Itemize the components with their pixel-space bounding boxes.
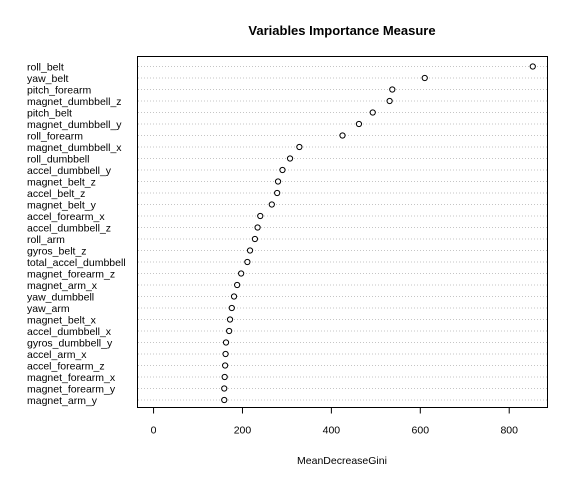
data-point: [386, 97, 393, 105]
plot-frame: [137, 56, 548, 408]
row-label: total_accel_dumbbell: [27, 257, 126, 269]
data-point: [279, 166, 286, 174]
row-label: magnet_forearm_z: [27, 269, 115, 281]
row-label: accel_forearm_x: [27, 211, 105, 223]
row-label: accel_dumbbell_z: [27, 223, 111, 235]
x-tick-label: 600: [412, 425, 430, 437]
row-labels: roll_beltyaw_beltpitch_forearmmagnet_dum…: [27, 62, 126, 408]
data-point: [421, 74, 428, 82]
data-point: [355, 120, 363, 128]
row-label: magnet_belt_z: [27, 177, 96, 189]
data-point: [369, 109, 376, 116]
row-label: magnet_arm_x: [27, 280, 98, 292]
chart-title: Variables Importance Measure: [248, 23, 435, 38]
data-point: [268, 201, 275, 208]
data-point: [238, 270, 245, 277]
row-label: gyros_dumbbell_y: [27, 338, 113, 350]
data-point: [226, 316, 234, 323]
data-point: [251, 235, 259, 243]
data-point: [254, 224, 261, 231]
data-point: [221, 396, 228, 404]
data-point: [274, 178, 282, 185]
grid-lines: [138, 66, 547, 401]
x-tick-label: 0: [151, 425, 157, 437]
data-point: [274, 189, 281, 197]
data-point: [286, 155, 294, 162]
data-point: [222, 362, 229, 369]
x-axis: 0 200 400 600 800: [151, 407, 518, 437]
row-label: magnet_arm_y: [27, 395, 98, 407]
row-label: roll_belt: [27, 62, 64, 74]
x-tick-label: 200: [234, 425, 252, 437]
row-label: magnet_belt_x: [27, 315, 97, 327]
row-label: accel_dumbbell_y: [27, 165, 112, 177]
row-label: magnet_dumbbell_x: [27, 142, 122, 154]
data-points: [221, 63, 536, 404]
x-axis-label: MeanDecreaseGini: [297, 455, 387, 467]
row-label: roll_forearm: [27, 131, 83, 143]
data-point: [228, 304, 235, 312]
row-label: roll_arm: [27, 234, 65, 246]
data-point: [529, 63, 536, 70]
row-label: accel_arm_x: [27, 349, 87, 361]
data-point: [226, 327, 233, 335]
row-label: gyros_belt_z: [27, 246, 87, 258]
row-label: magnet_dumbbell_z: [27, 96, 122, 108]
x-tick-label: 800: [500, 425, 518, 437]
row-label: yaw_dumbbell: [27, 292, 94, 304]
row-label: roll_dumbbell: [27, 154, 89, 166]
data-point: [257, 212, 264, 220]
data-point: [339, 132, 346, 139]
data-point: [230, 293, 238, 300]
row-label: yaw_belt: [27, 73, 69, 85]
row-label: magnet_forearm_y: [27, 384, 116, 396]
data-point: [389, 86, 396, 93]
row-label: magnet_belt_y: [27, 200, 97, 212]
data-point: [222, 339, 230, 346]
data-point: [244, 258, 251, 266]
data-point: [296, 143, 303, 151]
row-label: magnet_dumbbell_y: [27, 119, 122, 131]
row-label: yaw_arm: [27, 303, 70, 315]
data-point: [221, 373, 228, 381]
data-point: [222, 350, 229, 358]
data-point: [221, 385, 228, 392]
row-label: accel_forearm_z: [27, 361, 105, 373]
data-point: [246, 247, 254, 254]
row-label: accel_belt_z: [27, 188, 85, 200]
row-label: accel_dumbbell_x: [27, 326, 112, 338]
x-tick-label: 400: [323, 425, 341, 437]
data-point: [234, 281, 241, 289]
row-label: magnet_forearm_x: [27, 372, 116, 384]
row-label: pitch_belt: [27, 108, 72, 120]
row-label: pitch_forearm: [27, 85, 91, 97]
